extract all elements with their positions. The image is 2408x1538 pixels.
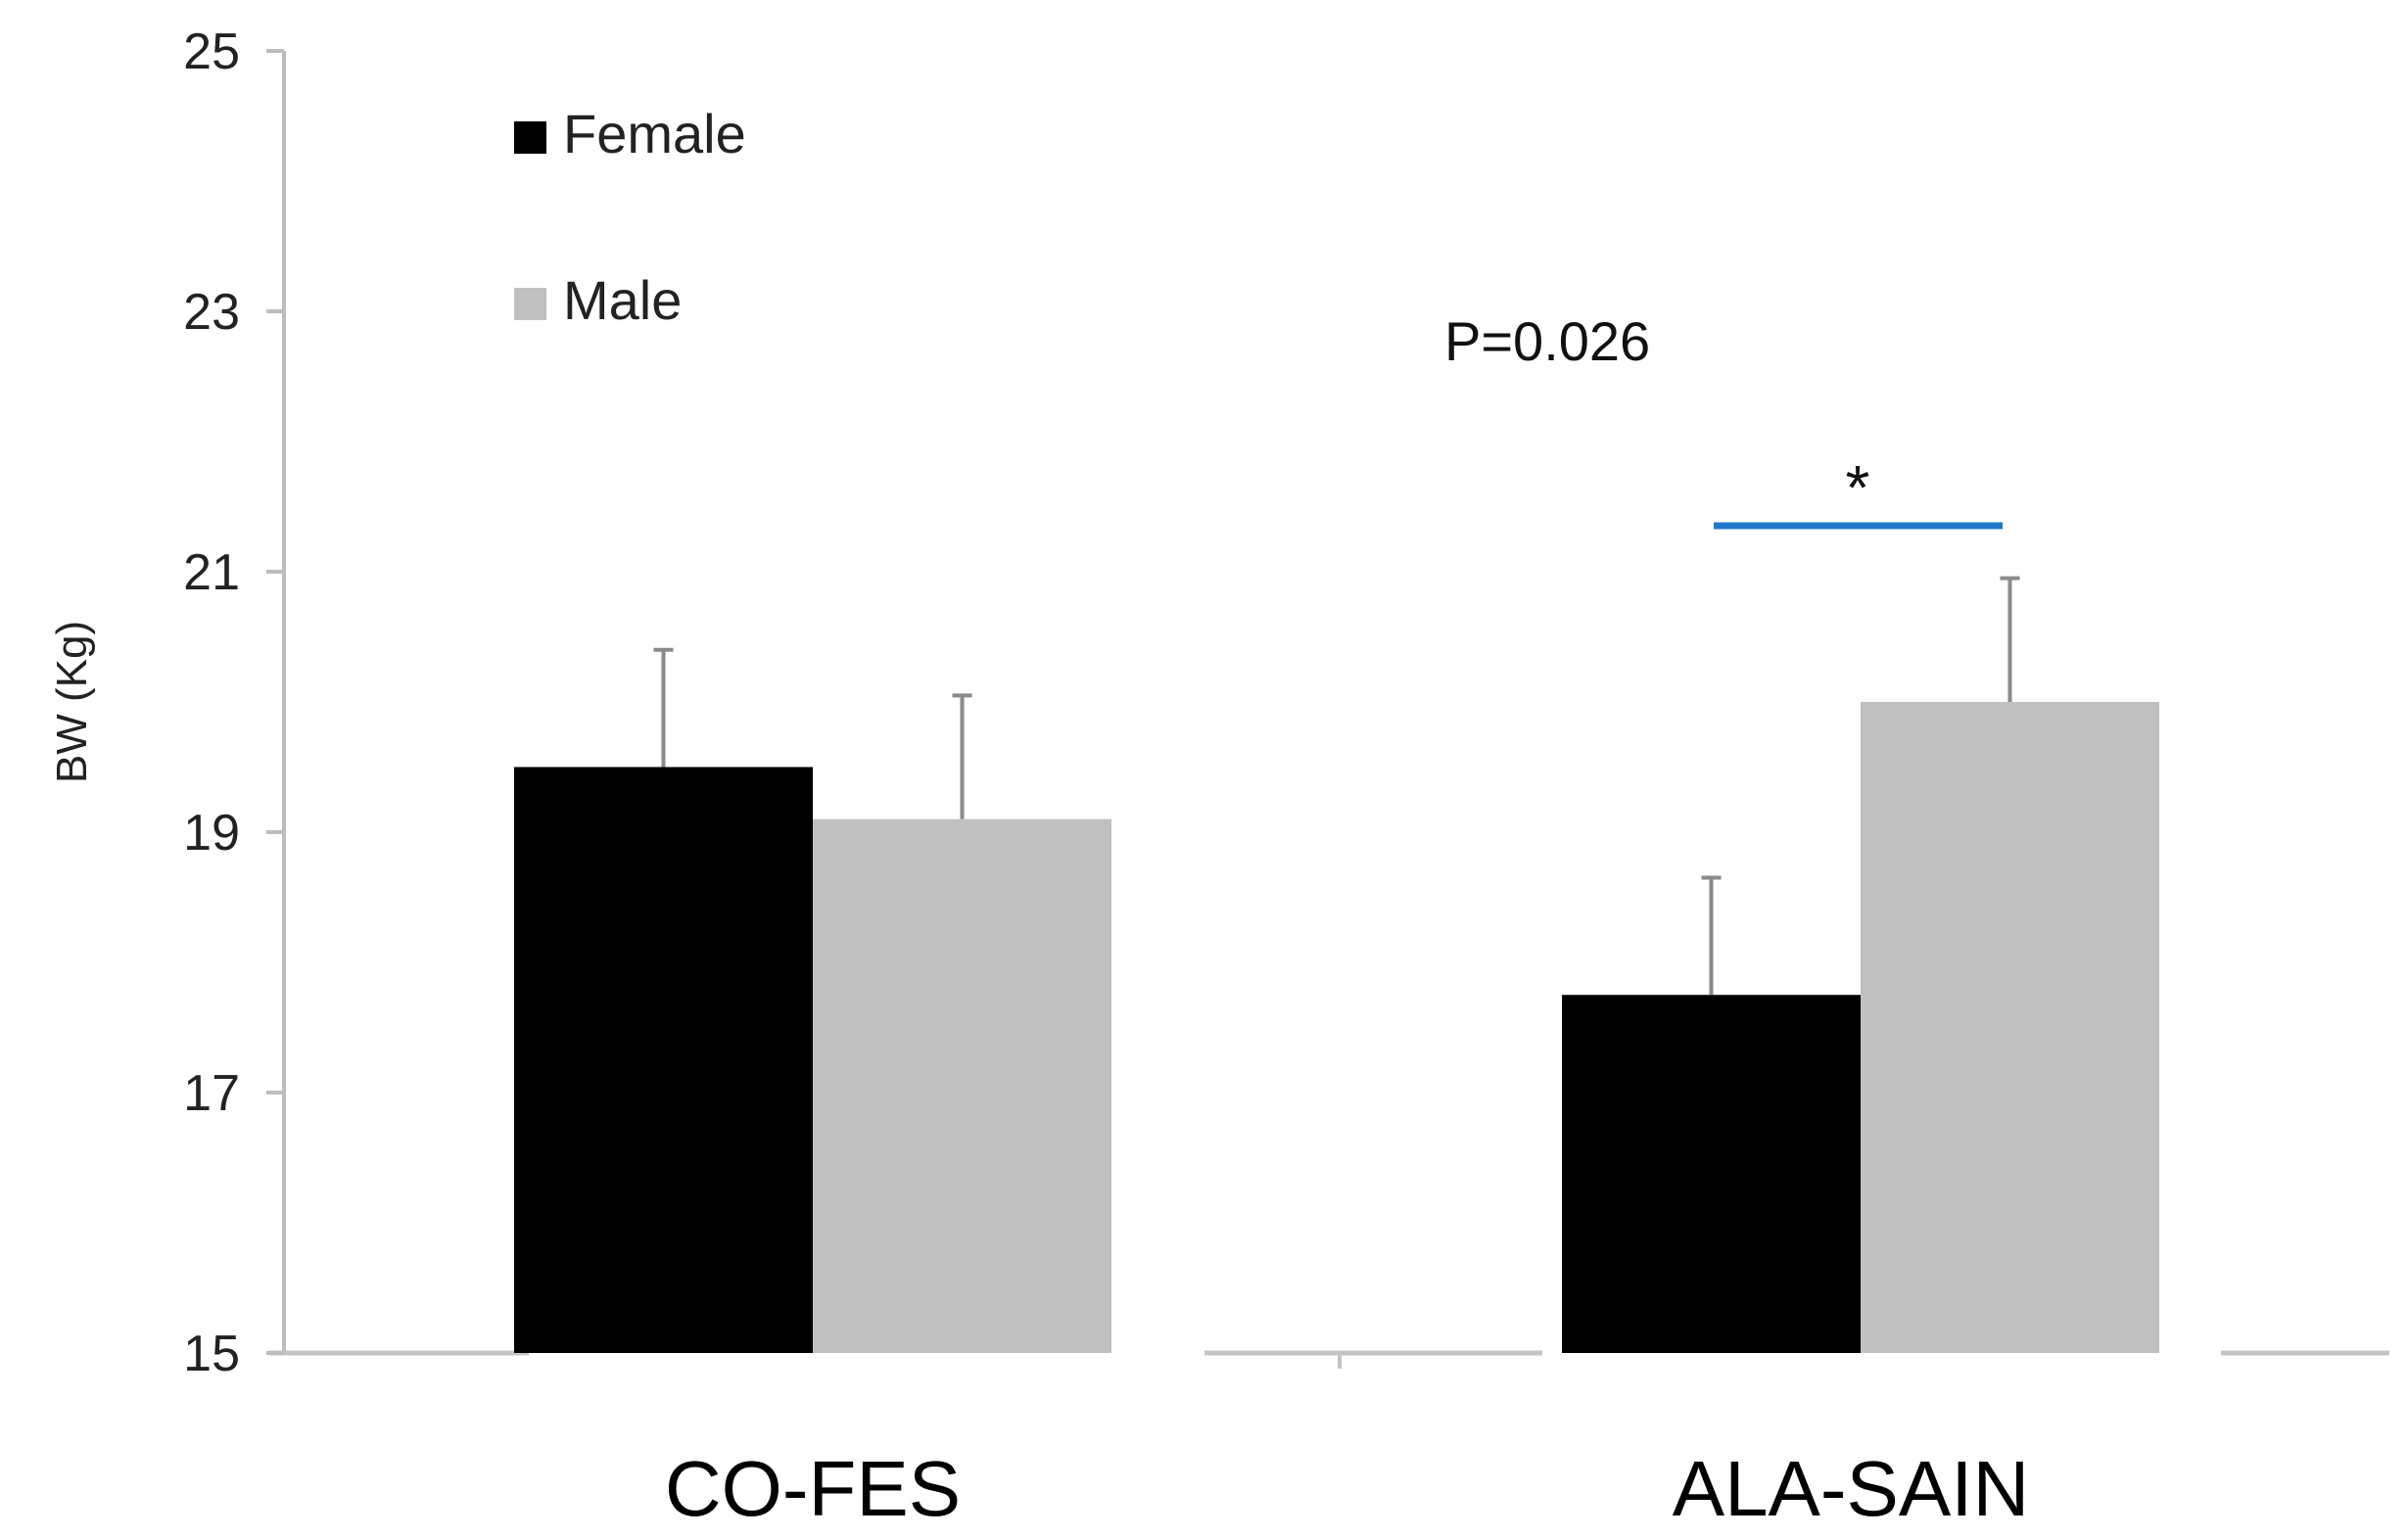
bars [514,702,2159,1353]
error-bars [653,576,2020,996]
category-label: ALA-SAIN [1673,1445,2030,1532]
legend-label-male: Male [563,269,682,331]
y-tick-label: 23 [183,284,240,341]
y-axis-label: BW (Kg) [48,621,96,783]
bar-male [1861,702,2159,1353]
bar-male [813,818,1111,1353]
bar-female [1562,995,1861,1353]
legend-swatch-male [514,288,546,320]
legend-swatch-female [514,121,546,154]
p-value-label: P=0.026 [1444,310,1650,372]
y-tick-label: 21 [183,544,240,601]
significance-star: * [1846,452,1870,523]
legend-label-female: Female [563,103,746,164]
y-tick-label: 17 [183,1065,240,1122]
axis-labels: 15 17 19 21 23 25 BW (Kg) CO-FES ALA-SAIN [48,23,2029,1532]
annotations: P=0.026 * [1444,310,2003,530]
y-tick-label: 19 [183,805,240,862]
legend: Female Male [514,103,746,331]
category-label: CO-FES [665,1445,961,1532]
y-tick-label: 25 [183,23,240,80]
y-tick-label: 15 [183,1326,240,1382]
axes [266,49,2389,1369]
bar-female [514,767,813,1353]
